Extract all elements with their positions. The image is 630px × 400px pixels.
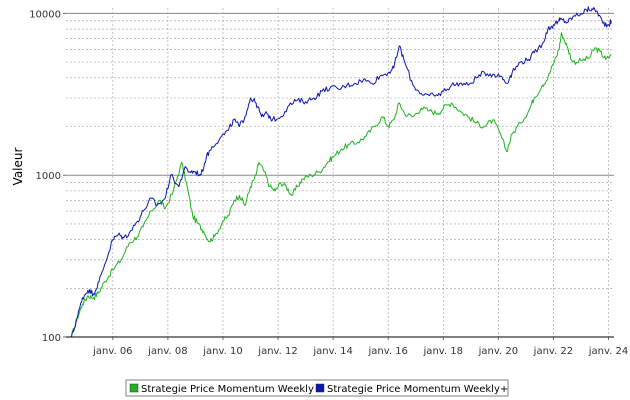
legend-items: Strategie Price Momentum Weekly Strategie… bbox=[129, 383, 508, 395]
y-tick-label: 10000 bbox=[29, 9, 61, 20]
legend-label: Strategie Price Momentum Weekly bbox=[141, 384, 314, 395]
series-line-2 bbox=[71, 6, 612, 338]
grid-lines bbox=[66, 8, 614, 338]
x-tick-label: janv. 24 bbox=[588, 346, 628, 357]
x-tick-label: janv. 20 bbox=[478, 346, 518, 357]
x-tick-label: janv. 14 bbox=[312, 346, 352, 357]
legend-swatch bbox=[315, 383, 325, 393]
x-axis-ticks: janv. 06 janv. 08 janv. 10 janv. 12 janv. 14… bbox=[92, 337, 628, 357]
legend: Strategie Price Momentum Weekly Strategie… bbox=[125, 379, 509, 397]
x-tick-label: janv. 06 bbox=[92, 346, 132, 357]
x-tick-label: janv. 16 bbox=[367, 346, 407, 357]
x-tick-label: janv. 12 bbox=[257, 346, 297, 357]
series-line-1 bbox=[71, 32, 612, 338]
x-tick-label: janv. 18 bbox=[423, 346, 463, 357]
y-axis-ticks: 100 1000 10000 bbox=[29, 9, 66, 344]
plot-area bbox=[66, 6, 614, 338]
y-tick-label: 1000 bbox=[36, 171, 61, 182]
legend-label: Strategie Price Momentum Weekly+ bbox=[327, 384, 508, 395]
series-lines bbox=[71, 6, 612, 338]
x-tick-label: janv. 10 bbox=[202, 346, 242, 357]
plot-background bbox=[66, 8, 614, 337]
y-axis-title: Valeur bbox=[11, 147, 25, 185]
x-tick-label: janv. 08 bbox=[147, 346, 187, 357]
x-tick-label: janv. 22 bbox=[533, 346, 573, 357]
legend-swatch bbox=[129, 383, 139, 393]
y-tick-label: 100 bbox=[42, 333, 61, 344]
